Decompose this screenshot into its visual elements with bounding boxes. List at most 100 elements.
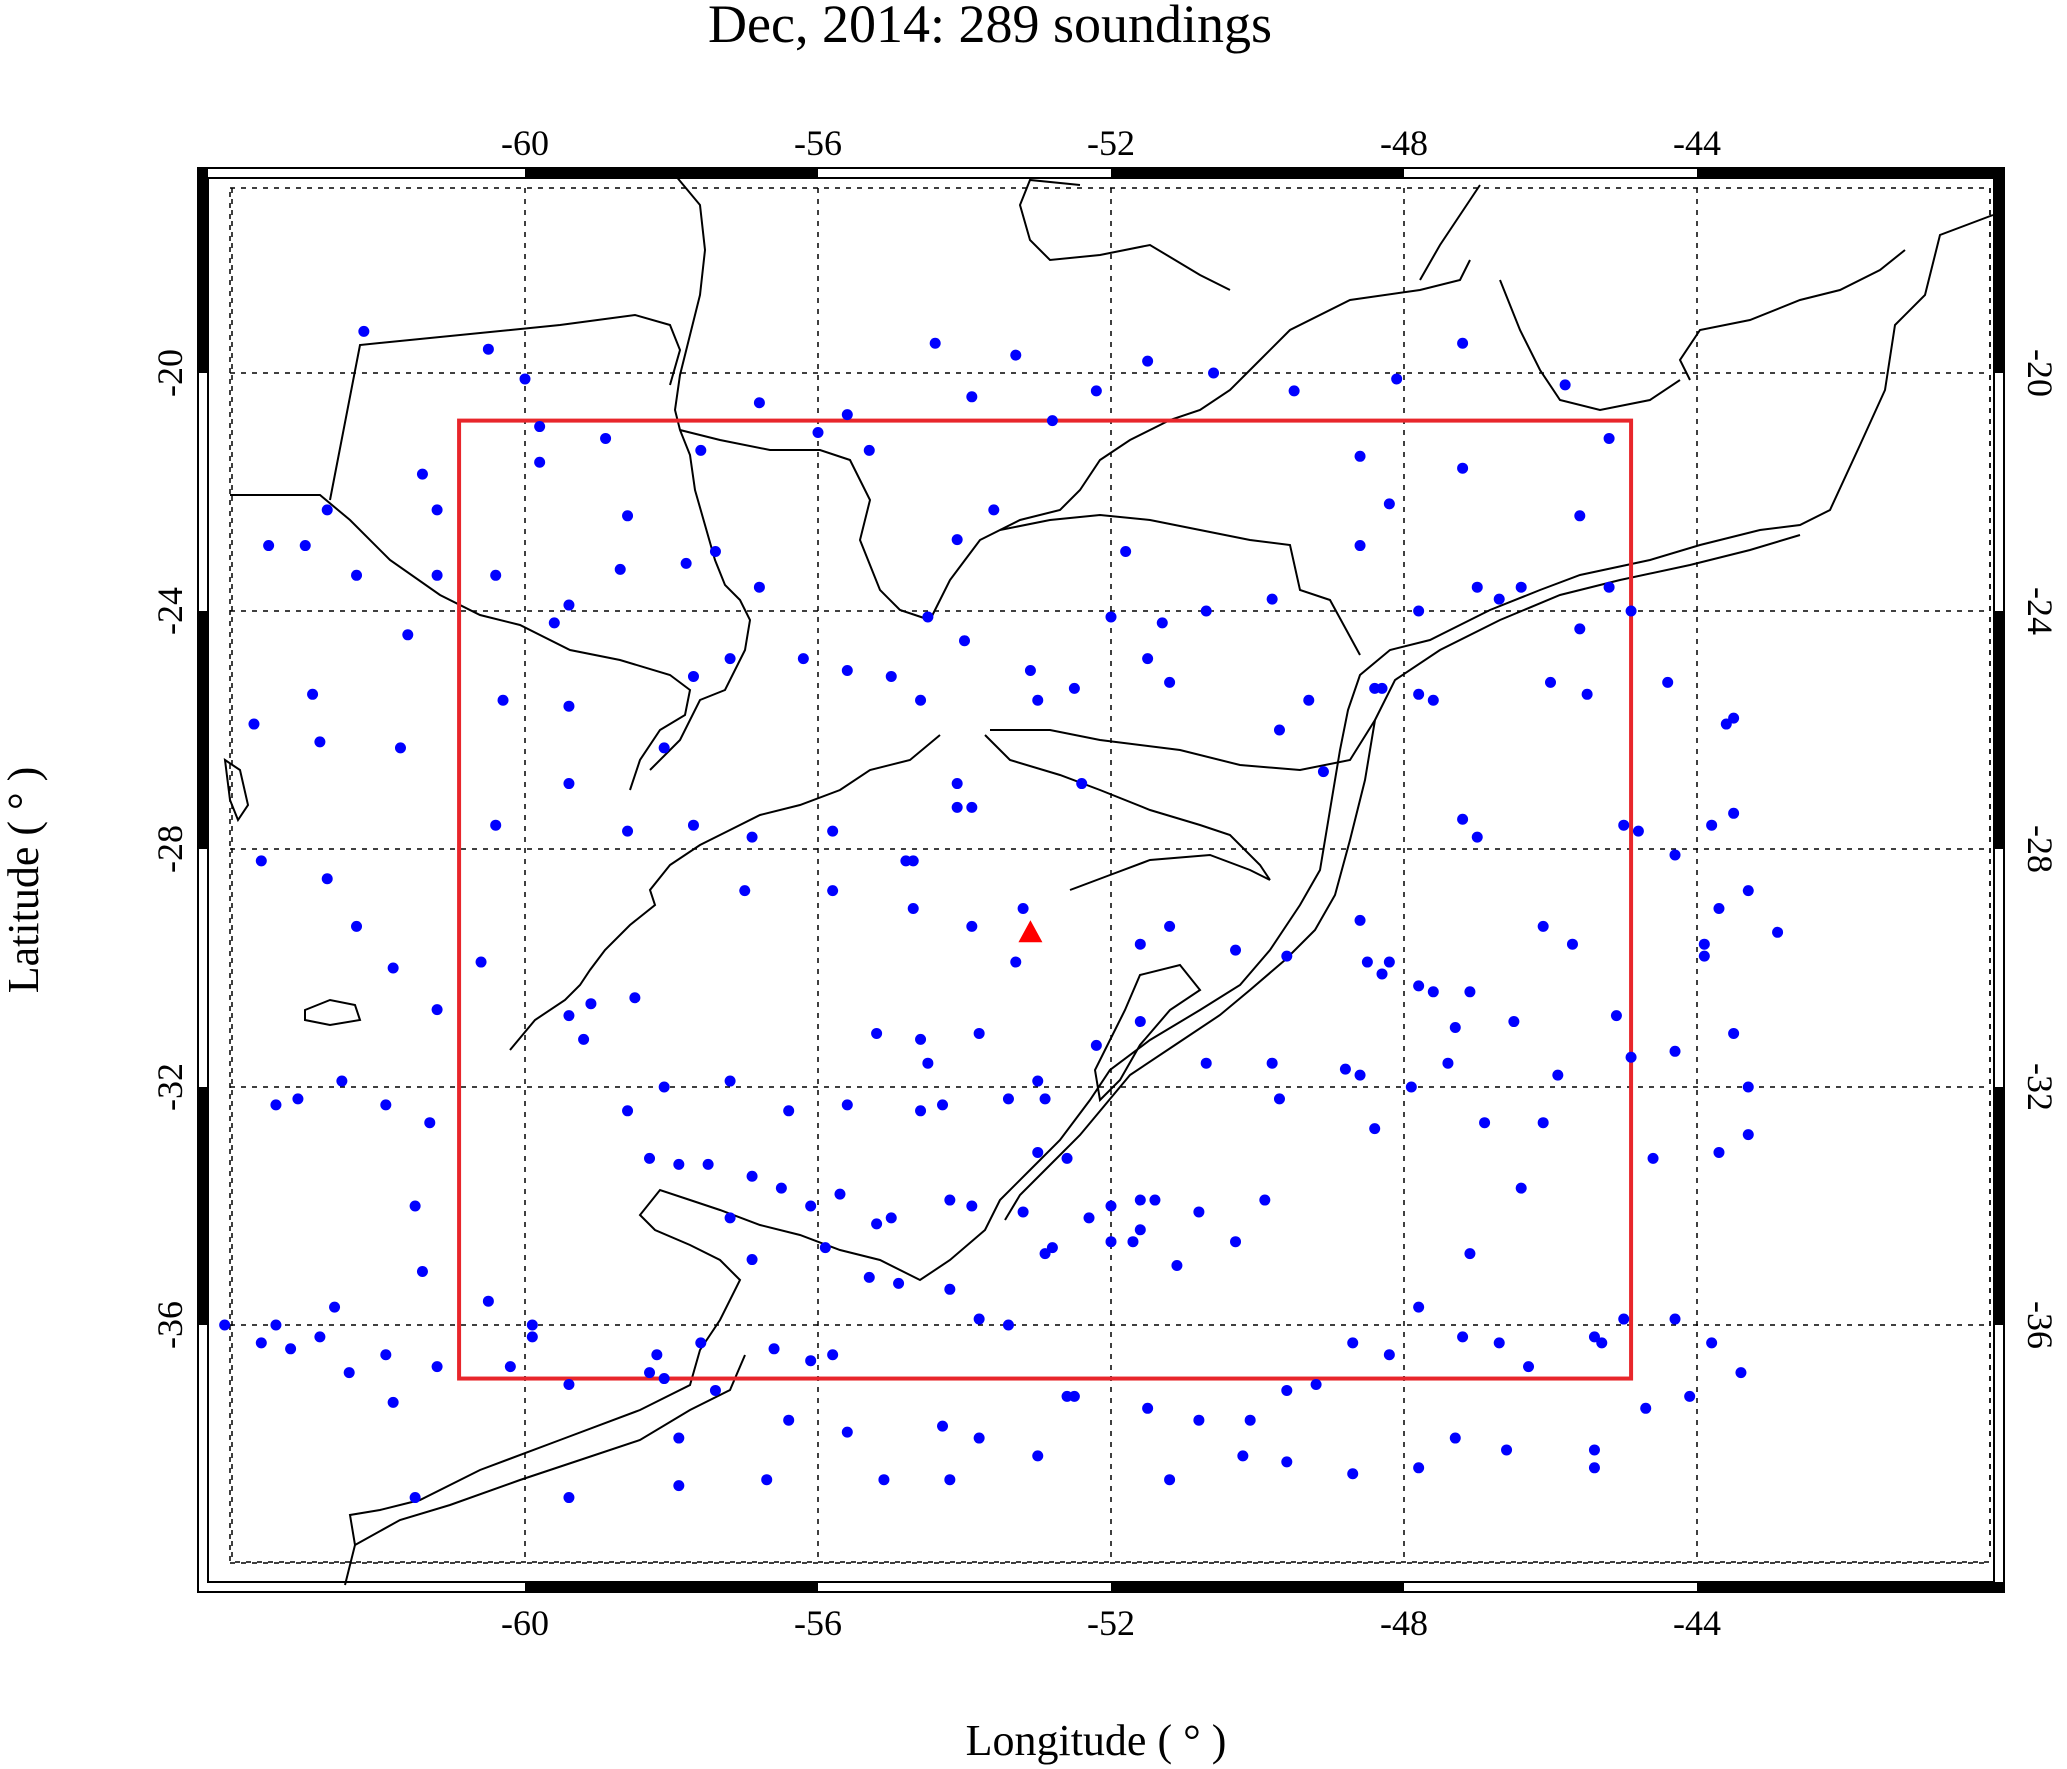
sounding-point xyxy=(409,1492,421,1504)
sounding-point xyxy=(1142,355,1154,367)
sounding-point xyxy=(1142,653,1154,665)
grid-border xyxy=(229,187,1991,1563)
sounding-point xyxy=(929,337,941,349)
sounding-point xyxy=(973,1313,985,1325)
sounding-point xyxy=(534,456,546,468)
sounding-point xyxy=(526,1319,538,1331)
sounding-point xyxy=(1574,510,1586,522)
sounding-point xyxy=(1618,1313,1630,1325)
sounding-point xyxy=(1698,938,1710,950)
sounding-point xyxy=(1449,1432,1461,1444)
sounding-point xyxy=(380,1099,392,1111)
x-tick-label: -52 xyxy=(1087,1603,1135,1643)
sounding-point xyxy=(1127,1236,1139,1248)
sounding-point xyxy=(783,1105,795,1117)
sounding-point xyxy=(1032,1450,1044,1462)
sounding-point xyxy=(1354,1069,1366,1081)
sounding-point xyxy=(944,1283,956,1295)
sounding-point xyxy=(431,569,443,581)
sounding-point xyxy=(885,1212,897,1224)
sounding-point xyxy=(1105,611,1117,623)
sounding-point xyxy=(1134,938,1146,950)
sounding-point xyxy=(1742,1129,1754,1141)
sounding-point xyxy=(431,504,443,516)
sounding-point xyxy=(1559,379,1571,391)
sounding-point xyxy=(1772,926,1784,938)
sounding-point xyxy=(1545,676,1556,688)
sounding-point xyxy=(1090,1039,1102,1051)
sounding-point xyxy=(812,427,824,438)
sounding-point xyxy=(1625,605,1637,617)
sounding-point xyxy=(1413,605,1425,617)
sounding-point xyxy=(219,1319,231,1331)
y-tick-label: -36 xyxy=(150,1301,190,1349)
sounding-point xyxy=(1720,718,1732,730)
sounding-point xyxy=(753,581,765,593)
sounding-point xyxy=(387,962,399,974)
sounding-point xyxy=(585,998,597,1010)
station-marker xyxy=(1018,920,1043,943)
sounding-point xyxy=(805,1200,817,1212)
sounding-point xyxy=(937,1099,949,1111)
sounding-point xyxy=(687,670,699,682)
sounding-point xyxy=(622,825,634,837)
sounding-point xyxy=(1193,1414,1205,1426)
sounding-point xyxy=(768,1343,780,1355)
sounding-point xyxy=(1669,1313,1681,1325)
sounding-point xyxy=(1603,432,1615,444)
sounding-point xyxy=(394,742,406,754)
sounding-point xyxy=(1376,968,1388,980)
sounding-point xyxy=(1596,1337,1608,1349)
sounding-point xyxy=(1032,694,1044,706)
sounding-point xyxy=(1347,1337,1359,1349)
y-tick-labels-left: -20 -24 -28 -32 -36 xyxy=(150,349,190,1349)
sounding-point xyxy=(644,1367,656,1379)
sounding-point xyxy=(841,409,853,421)
sounding-point xyxy=(746,1254,758,1266)
x-tick-label: -44 xyxy=(1673,1603,1721,1643)
sounding-point xyxy=(863,1271,875,1283)
sounding-point xyxy=(1200,1057,1212,1069)
sounding-point xyxy=(1515,581,1527,593)
sounding-point xyxy=(724,653,736,665)
sounding-point xyxy=(739,885,751,897)
x-tick-label: -48 xyxy=(1380,123,1428,163)
sounding-point xyxy=(424,1117,436,1129)
sounding-point xyxy=(863,444,875,456)
sounding-point xyxy=(1632,825,1644,837)
sounding-point xyxy=(944,1194,956,1206)
graticule xyxy=(229,187,1991,1564)
sounding-point xyxy=(834,1188,846,1200)
sounding-point xyxy=(1376,682,1388,694)
sounding-point xyxy=(1105,1236,1117,1248)
sounding-point xyxy=(1303,694,1315,706)
sounding-point xyxy=(1244,1414,1256,1426)
sounding-point xyxy=(1046,1242,1058,1254)
sounding-point xyxy=(1405,1081,1417,1093)
sounding-point xyxy=(797,653,809,665)
sounding-point xyxy=(1552,1069,1564,1081)
sounding-point xyxy=(519,373,531,385)
sounding-point xyxy=(600,432,612,444)
sounding-point xyxy=(1076,778,1088,790)
sounding-point xyxy=(1354,540,1366,552)
y-tick-label: -24 xyxy=(150,587,190,635)
x-tick-label: -56 xyxy=(794,1603,842,1643)
sounding-point xyxy=(380,1349,392,1361)
sounding-point xyxy=(1574,623,1586,635)
sounding-point xyxy=(1588,1331,1600,1343)
sounding-point xyxy=(1449,1022,1461,1033)
sounding-point xyxy=(695,1337,707,1349)
sounding-point xyxy=(1039,1248,1051,1260)
sounding-point xyxy=(1164,1474,1176,1486)
sounding-point xyxy=(1413,1301,1425,1313)
sounding-point xyxy=(1010,956,1022,968)
soundings-layer xyxy=(219,325,1784,1504)
sounding-point xyxy=(775,1182,787,1194)
sounding-point xyxy=(937,1420,949,1432)
sounding-point xyxy=(1662,676,1674,688)
sounding-point xyxy=(841,1099,853,1111)
sounding-point xyxy=(1523,1361,1535,1373)
x-tick-label: -44 xyxy=(1673,123,1721,163)
